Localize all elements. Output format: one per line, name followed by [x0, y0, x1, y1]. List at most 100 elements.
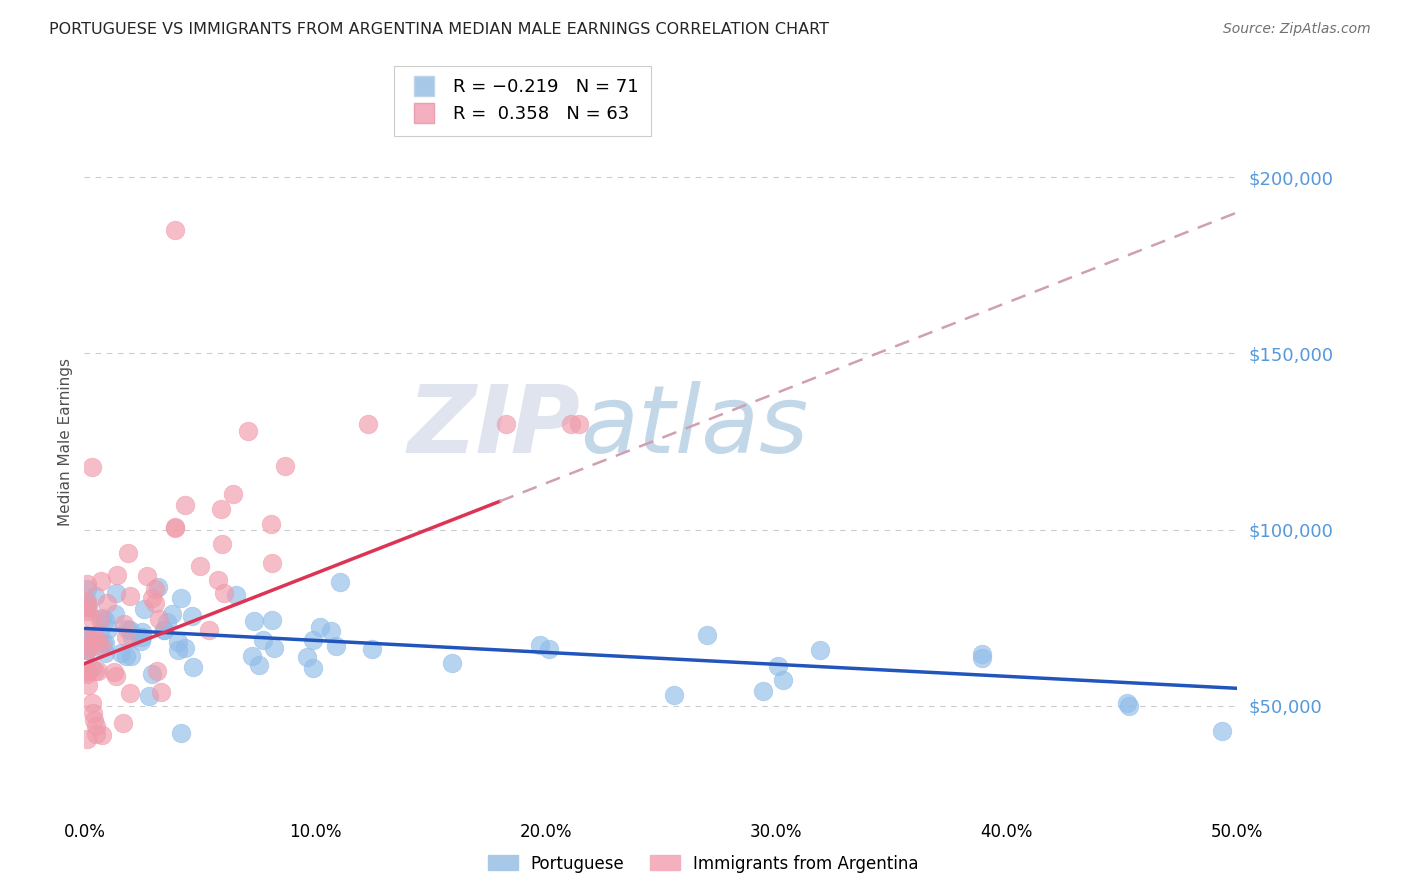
Point [772, 673, 794, 688]
Point [156, 615, 179, 629]
Point [152, 624, 174, 638]
Point [76, 642, 98, 657]
Point [77, 664, 100, 678]
Point [94, 646, 117, 660]
Point [76, 667, 98, 681]
Point [76, 643, 98, 657]
Point [76, 582, 98, 597]
Point [115, 649, 138, 664]
Point [84, 719, 107, 733]
Point [174, 499, 197, 513]
Point [105, 585, 128, 599]
Point [129, 634, 152, 648]
Point [236, 424, 259, 438]
Point [135, 569, 157, 583]
Point [83, 631, 105, 645]
Point [87, 664, 110, 678]
Point [696, 628, 718, 642]
Point [360, 642, 382, 657]
Point [163, 521, 186, 535]
Point [89, 624, 111, 639]
Point [76, 577, 98, 591]
Point [94, 613, 117, 627]
Point [970, 647, 993, 661]
Point [121, 632, 143, 646]
Point [80, 612, 103, 626]
Point [90, 639, 112, 653]
Point [105, 567, 128, 582]
Point [970, 651, 993, 665]
Point [766, 659, 789, 673]
Point [170, 591, 193, 605]
Point [76, 664, 98, 678]
Point [82, 660, 104, 674]
Point [222, 487, 245, 501]
Text: ZIP: ZIP [408, 381, 581, 473]
Point [302, 633, 325, 648]
Point [440, 656, 463, 670]
Point [86, 634, 108, 648]
Point [295, 649, 318, 664]
Point [197, 623, 219, 637]
Point [146, 664, 169, 678]
Point [252, 632, 274, 647]
Point [152, 623, 174, 637]
Point [148, 580, 170, 594]
Point [188, 559, 211, 574]
Point [76, 631, 98, 645]
Point [262, 613, 284, 627]
Point [243, 614, 266, 628]
Point [1211, 723, 1233, 738]
Point [131, 630, 153, 644]
Point [751, 683, 773, 698]
Point [529, 638, 551, 652]
Point [141, 667, 163, 681]
Point [143, 582, 166, 596]
Point [77, 640, 100, 655]
Point [120, 649, 142, 664]
Point [325, 639, 347, 653]
Point [76, 599, 98, 613]
Point [77, 601, 100, 615]
Point [77, 678, 100, 692]
Point [167, 643, 190, 657]
Point [664, 688, 686, 702]
Point [91, 728, 114, 742]
Text: atlas: atlas [581, 381, 808, 472]
Point [329, 575, 352, 590]
Point [80, 697, 103, 711]
Point [96, 596, 118, 610]
Point [79, 631, 101, 645]
Point [247, 658, 270, 673]
Point [76, 593, 98, 607]
Point [84, 664, 107, 678]
Point [538, 642, 561, 657]
Point [260, 517, 283, 532]
Text: Source: ZipAtlas.com: Source: ZipAtlas.com [1223, 22, 1371, 37]
Point [120, 624, 142, 638]
Point [302, 660, 325, 674]
Point [143, 595, 166, 609]
Point [273, 459, 295, 474]
Point [120, 589, 142, 603]
Point [76, 643, 98, 657]
Point [104, 607, 127, 622]
Point [112, 617, 135, 632]
Point [209, 502, 232, 516]
Point [115, 631, 138, 645]
Point [94, 636, 117, 650]
Point [319, 624, 342, 638]
Point [76, 604, 98, 618]
Point [1116, 696, 1139, 710]
Point [80, 460, 103, 475]
Point [181, 659, 204, 673]
Point [260, 556, 283, 570]
Point [166, 634, 188, 648]
Point [170, 726, 193, 740]
Point [76, 732, 98, 747]
Point [165, 223, 187, 237]
Legend: R = −0.219   N = 71, R =  0.358   N = 63: R = −0.219 N = 71, R = 0.358 N = 63 [394, 66, 651, 136]
Point [97, 622, 120, 636]
Point [91, 636, 114, 650]
Text: PORTUGUESE VS IMMIGRANTS FROM ARGENTINA MEDIAN MALE EARNINGS CORRELATION CHART: PORTUGUESE VS IMMIGRANTS FROM ARGENTINA … [49, 22, 830, 37]
